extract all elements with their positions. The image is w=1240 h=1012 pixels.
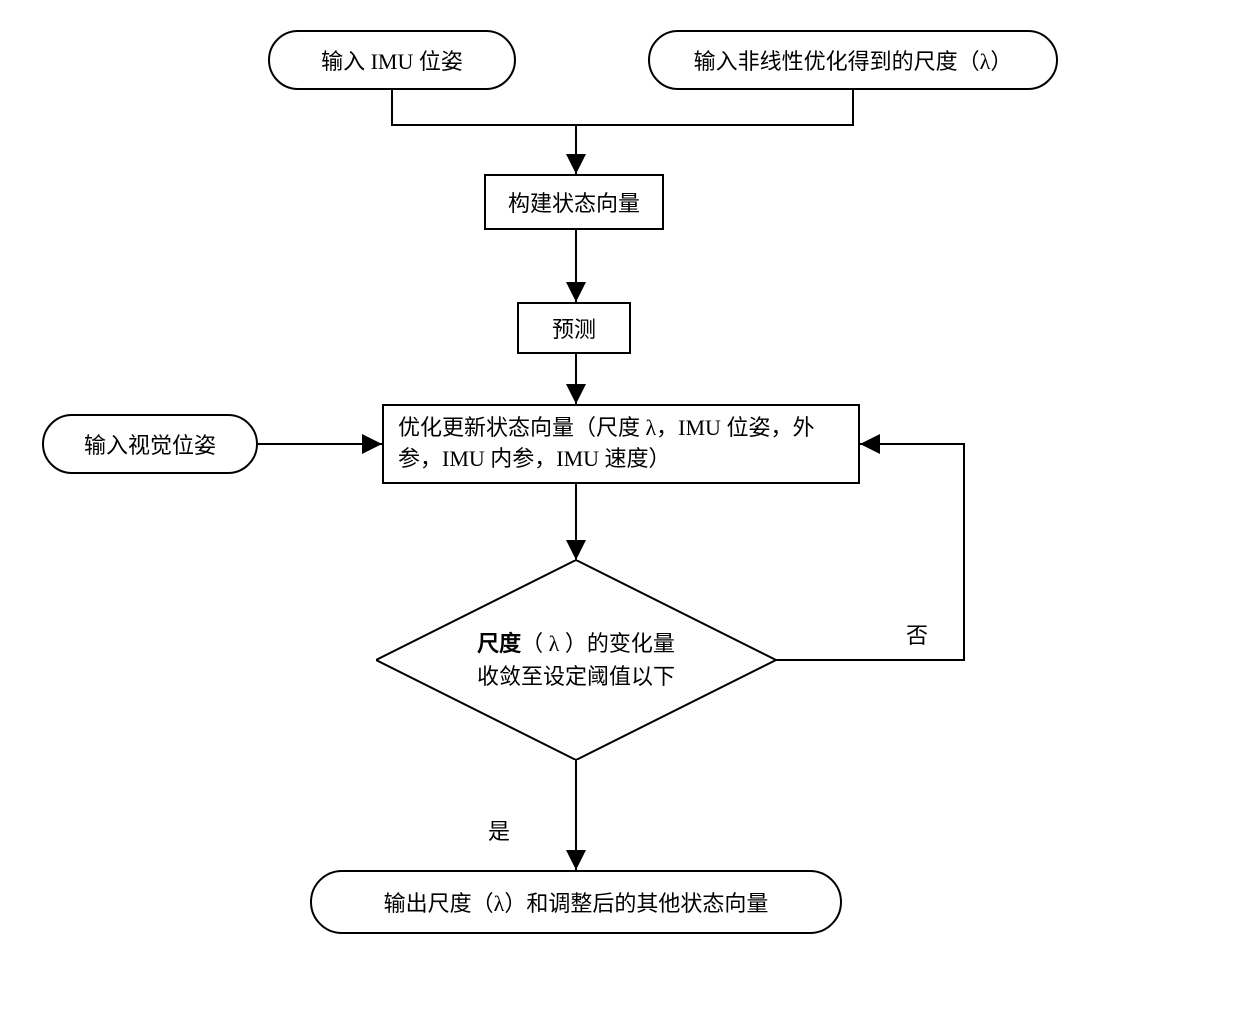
input-imu-pose-terminal: 输入 IMU 位姿 — [268, 30, 516, 90]
input-scale-terminal: 输入非线性优化得到的尺度（λ） — [648, 30, 1058, 90]
optimize-state-vector-process: 优化更新状态向量（尺度 λ，IMU 位姿，外参，IMU 内参，IMU 速度） — [382, 404, 860, 484]
flowchart-connectors — [0, 0, 1240, 1012]
decision-text-container: 尺度（ λ ）的变化量 收敛至设定阈值以下 — [376, 560, 776, 760]
yes-label-text: 是 — [488, 819, 510, 844]
build-state-vector-process: 构建状态向量 — [484, 174, 664, 230]
predict-process: 预测 — [517, 302, 631, 354]
decision-line1: 尺度（ λ ）的变化量 — [477, 627, 675, 660]
input-visual-pose-terminal: 输入视觉位姿 — [42, 414, 258, 474]
convergence-decision: 尺度（ λ ）的变化量 收敛至设定阈值以下 — [376, 560, 776, 760]
no-label-text: 否 — [906, 623, 928, 648]
predict-text: 预测 — [552, 312, 596, 344]
decision-line2: 收敛至设定阈值以下 — [477, 660, 675, 693]
decision-line1-bold: 尺度 — [477, 631, 521, 656]
build-state-vector-text: 构建状态向量 — [508, 186, 640, 218]
output-text: 输出尺度（λ）和调整后的其他状态向量 — [384, 886, 769, 918]
yes-label: 是 — [488, 814, 510, 846]
optimize-state-vector-text: 优化更新状态向量（尺度 λ，IMU 位姿，外参，IMU 内参，IMU 速度） — [398, 413, 844, 475]
decision-line1-rest: （ λ ）的变化量 — [521, 631, 675, 656]
output-terminal: 输出尺度（λ）和调整后的其他状态向量 — [310, 870, 842, 934]
input-scale-text: 输入非线性优化得到的尺度（λ） — [694, 44, 1013, 76]
no-label: 否 — [906, 618, 928, 650]
input-imu-pose-text: 输入 IMU 位姿 — [321, 44, 463, 76]
input-visual-pose-text: 输入视觉位姿 — [84, 428, 216, 460]
